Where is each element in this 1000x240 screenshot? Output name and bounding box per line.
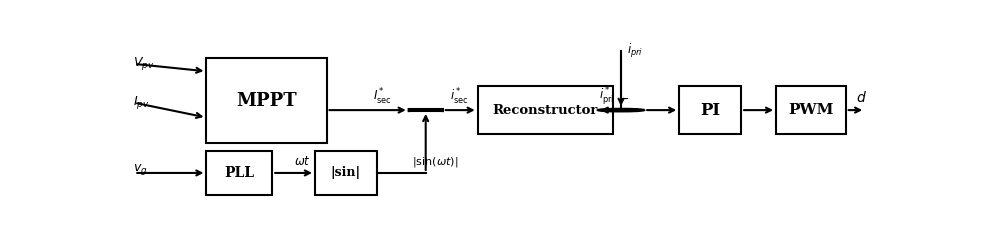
Text: PLL: PLL [224, 166, 254, 180]
Text: PI: PI [700, 102, 720, 119]
Bar [679, 86, 741, 134]
Text: $i_{pri}$: $i_{pri}$ [627, 42, 643, 60]
Text: |sin|: |sin| [331, 167, 361, 180]
Text: $i^*_{\rm sec}$: $i^*_{\rm sec}$ [450, 87, 469, 107]
Text: PWM: PWM [788, 103, 834, 117]
Text: $d$: $d$ [856, 90, 867, 105]
Text: $I^*_{\rm sec}$: $I^*_{\rm sec}$ [373, 87, 392, 107]
Text: $v_g$: $v_g$ [133, 162, 147, 177]
Text: $|\sin(\omega t)|$: $|\sin(\omega t)|$ [412, 155, 458, 169]
Text: $I_{pv}$: $I_{pv}$ [133, 94, 149, 111]
Text: $-$: $-$ [618, 92, 629, 105]
Text: $i^*_{\rm pri}$: $i^*_{\rm pri}$ [599, 86, 615, 108]
Text: Reconstructor: Reconstructor [493, 104, 598, 117]
Bar [776, 86, 846, 134]
Text: $\omega t$: $\omega t$ [294, 155, 311, 168]
Text: MPPT: MPPT [236, 92, 297, 110]
Bar [206, 58, 326, 143]
Ellipse shape [598, 109, 644, 111]
Text: $V_{pv}$: $V_{pv}$ [133, 55, 154, 72]
Bar [409, 109, 443, 111]
Bar [478, 86, 613, 134]
Bar [315, 151, 377, 195]
Bar [206, 151, 272, 195]
